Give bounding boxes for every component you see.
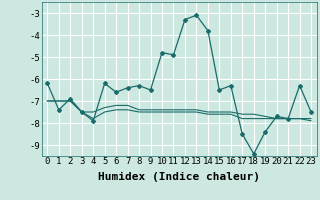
X-axis label: Humidex (Indice chaleur): Humidex (Indice chaleur) — [98, 172, 260, 182]
